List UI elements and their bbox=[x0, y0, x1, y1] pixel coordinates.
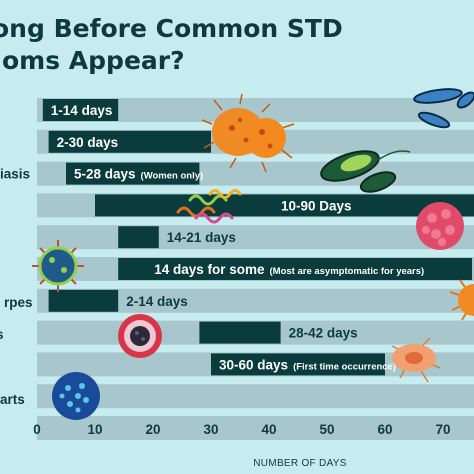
x-tick-label: 20 bbox=[145, 422, 160, 437]
bar-label: 28-42 days bbox=[289, 326, 358, 341]
orange-bacteria-icon bbox=[201, 93, 295, 173]
bar bbox=[199, 321, 281, 344]
bar-label-note: (Women only) bbox=[141, 171, 204, 182]
row-band bbox=[37, 225, 474, 250]
x-tick-label: 40 bbox=[261, 422, 276, 437]
bar bbox=[48, 130, 211, 153]
row-label: rpes bbox=[4, 295, 33, 310]
squiggly-bacteria-icon bbox=[176, 189, 242, 224]
x-axis-ticks: 0 10 20 30 40 50 60 70 bbox=[33, 422, 450, 437]
bar-label: 30-60 days (First time occurrence) bbox=[219, 357, 396, 372]
bar-label-range: 30-60 days bbox=[219, 357, 288, 372]
title-line-1: ong Before Common STD bbox=[0, 14, 343, 43]
row-band bbox=[37, 416, 474, 440]
row-band bbox=[37, 384, 474, 409]
bar bbox=[118, 226, 159, 249]
bar-label: 14-21 days bbox=[167, 230, 236, 245]
bar bbox=[66, 162, 200, 185]
row-label: iasis bbox=[0, 167, 30, 182]
bar-label: 2-14 days bbox=[126, 294, 188, 309]
spiked-virus-icon bbox=[32, 240, 84, 292]
x-tick-label: 70 bbox=[435, 422, 450, 437]
bar bbox=[42, 99, 119, 121]
bar-label-range: 14-21 days bbox=[167, 230, 236, 245]
x-tick-label: 10 bbox=[87, 422, 102, 437]
x-tick-label: 50 bbox=[319, 422, 334, 437]
microbe-icons bbox=[32, 88, 474, 420]
bar bbox=[118, 258, 472, 280]
x-tick-label: 60 bbox=[377, 422, 392, 437]
row-labels: iasis rpes s arts bbox=[0, 167, 33, 407]
bar-label-range: 10-90 Days bbox=[281, 198, 352, 213]
pink-virus-icon bbox=[416, 202, 464, 250]
title-line-2: oms Appear? bbox=[2, 46, 185, 75]
row-label: arts bbox=[0, 392, 25, 407]
bar-label-note: (First time occurrence) bbox=[293, 361, 396, 372]
bar-label: 2-30 days bbox=[57, 135, 119, 150]
bar-label: 1-14 days bbox=[51, 103, 113, 118]
bar-labels: 1-14 days 2-30 days 5-28 days (Women only) 1… bbox=[51, 103, 424, 372]
bar bbox=[48, 289, 119, 312]
orange-spiked-virus-icon bbox=[449, 279, 474, 321]
bar-label: 5-28 days (Women only) bbox=[74, 167, 203, 182]
orange-amoeba-icon bbox=[391, 337, 441, 383]
bar bbox=[211, 353, 385, 376]
x-tick-label: 30 bbox=[203, 422, 218, 437]
bar-label: 14 days for some (Most are asymptomatic f… bbox=[154, 262, 424, 277]
bar-label-range: 28-42 days bbox=[289, 326, 358, 341]
x-axis-label: NUMBER OF DAYS bbox=[253, 458, 346, 469]
chart-title: ong Before Common STD oms Appear? bbox=[0, 14, 474, 84]
green-parasite-icon bbox=[320, 150, 411, 193]
blue-sphere-virus-icon bbox=[52, 372, 100, 420]
red-cell-icon bbox=[118, 314, 162, 358]
bar-label-note: (Most are asymptomatic for years) bbox=[270, 266, 425, 277]
bar-label: 10-90 Days bbox=[281, 198, 352, 213]
bar-label-range: 14 days for some bbox=[154, 262, 265, 277]
x-tick-label: 0 bbox=[33, 422, 41, 437]
bar-label-range: 1-14 days bbox=[51, 103, 113, 118]
bar-label-range: 2-14 days bbox=[126, 294, 188, 309]
bar-label-range: 5-28 days bbox=[74, 167, 136, 182]
bar-label-range: 2-30 days bbox=[57, 135, 119, 150]
row-label: s bbox=[0, 327, 4, 342]
